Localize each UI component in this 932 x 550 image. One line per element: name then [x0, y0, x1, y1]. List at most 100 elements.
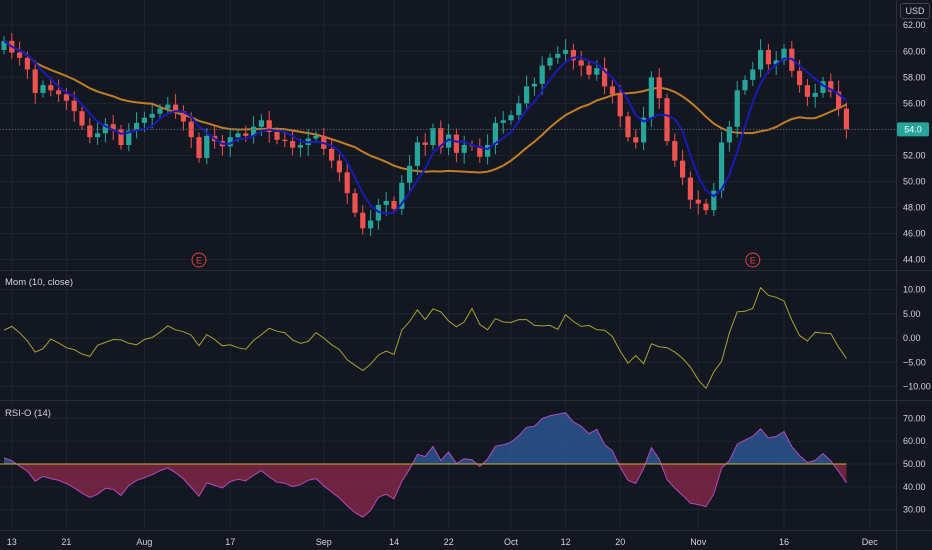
candle-body[interactable]: [149, 113, 155, 118]
candle-body[interactable]: [477, 146, 483, 157]
candle-body[interactable]: [71, 100, 77, 112]
candle-body[interactable]: [290, 141, 296, 148]
candle-body[interactable]: [524, 86, 530, 104]
candle-body[interactable]: [719, 142, 725, 191]
candle-body[interactable]: [641, 117, 647, 143]
candle-body[interactable]: [235, 133, 241, 138]
candle-body[interactable]: [407, 165, 413, 183]
candle-body[interactable]: [157, 108, 163, 114]
candle-body[interactable]: [485, 145, 491, 157]
candle-body[interactable]: [781, 48, 787, 61]
candle-body[interactable]: [40, 85, 46, 93]
candle-body[interactable]: [492, 122, 498, 146]
candle-body[interactable]: [17, 52, 23, 58]
candle-body[interactable]: [843, 108, 849, 130]
candle-body[interactable]: [734, 90, 740, 127]
candle-body[interactable]: [227, 137, 233, 147]
candle-body[interactable]: [516, 103, 522, 116]
candle-body[interactable]: [360, 212, 366, 229]
candle-body[interactable]: [274, 131, 280, 140]
candle-body[interactable]: [24, 57, 30, 70]
candle-body[interactable]: [804, 85, 810, 97]
candle-body[interactable]: [336, 160, 342, 173]
candle-body[interactable]: [570, 49, 576, 61]
candle-body[interactable]: [368, 220, 374, 229]
candle-body[interactable]: [765, 49, 771, 65]
candle-body[interactable]: [87, 125, 93, 138]
candle-body[interactable]: [446, 134, 452, 148]
candle-body[interactable]: [594, 68, 600, 75]
candle-body[interactable]: [258, 120, 264, 127]
candle-body[interactable]: [625, 116, 631, 138]
candle-body[interactable]: [461, 145, 467, 153]
candle-body[interactable]: [173, 104, 179, 112]
earnings-marker[interactable]: [745, 252, 761, 268]
candle-body[interactable]: [695, 199, 701, 204]
candle-body[interactable]: [383, 200, 389, 205]
candle-body[interactable]: [609, 86, 615, 95]
candle-body[interactable]: [32, 69, 38, 93]
candle-body[interactable]: [680, 160, 686, 178]
candle-body[interactable]: [63, 94, 69, 101]
rsi-pane[interactable]: [0, 412, 847, 518]
candle-body[interactable]: [141, 117, 147, 123]
candle-body[interactable]: [539, 65, 545, 84]
candle-body[interactable]: [438, 128, 444, 148]
candle-body[interactable]: [812, 92, 818, 97]
candle-body[interactable]: [656, 77, 662, 99]
candle-body[interactable]: [95, 133, 101, 138]
candle-body[interactable]: [165, 104, 171, 109]
candle-body[interactable]: [118, 129, 124, 146]
candle-body[interactable]: [617, 94, 623, 117]
candle-body[interactable]: [797, 70, 803, 86]
candle-body[interactable]: [399, 182, 405, 209]
candle-body[interactable]: [586, 65, 592, 75]
candle-body[interactable]: [758, 49, 764, 70]
candle-body[interactable]: [687, 177, 693, 200]
candle-body[interactable]: [453, 134, 459, 153]
candle-body[interactable]: [547, 57, 553, 66]
candle-body[interactable]: [251, 126, 257, 136]
candle-body[interactable]: [313, 135, 319, 139]
candle-body[interactable]: [836, 91, 842, 109]
candle-body[interactable]: [414, 142, 420, 166]
candle-body[interactable]: [344, 172, 350, 194]
candle-body[interactable]: [352, 193, 358, 213]
earnings-marker[interactable]: [191, 252, 207, 268]
candle-body[interactable]: [563, 49, 569, 54]
candle-body[interactable]: [204, 135, 210, 159]
candle-body[interactable]: [110, 124, 116, 130]
candle-body[interactable]: [102, 124, 108, 134]
candle-body[interactable]: [828, 81, 834, 92]
candle-body[interactable]: [711, 190, 717, 211]
candle-body[interactable]: [180, 111, 186, 122]
candle-body[interactable]: [56, 90, 62, 95]
candle-body[interactable]: [555, 53, 561, 58]
candle-body[interactable]: [578, 60, 584, 66]
candle-body[interactable]: [48, 85, 54, 91]
candle-body[interactable]: [282, 139, 288, 142]
candle-body[interactable]: [196, 137, 202, 159]
candle-body[interactable]: [126, 130, 132, 146]
candle-body[interactable]: [430, 128, 436, 146]
candle-body[interactable]: [391, 200, 397, 209]
candle-body[interactable]: [742, 79, 748, 91]
candle-body[interactable]: [243, 133, 249, 136]
candle-body[interactable]: [266, 120, 272, 132]
candle-body[interactable]: [188, 121, 194, 138]
candle-body[interactable]: [726, 126, 732, 143]
candle-body[interactable]: [672, 141, 678, 161]
momentum-pane[interactable]: [3, 286, 847, 390]
candle-body[interactable]: [602, 68, 608, 87]
candle-body[interactable]: [531, 83, 537, 87]
candle-body[interactable]: [422, 142, 428, 146]
candle-body[interactable]: [773, 60, 779, 65]
candle-body[interactable]: [664, 98, 670, 142]
candle-body[interactable]: [820, 81, 826, 93]
candle-body[interactable]: [1, 40, 7, 50]
candle-body[interactable]: [750, 69, 756, 80]
candle-body[interactable]: [329, 148, 335, 161]
candle-body[interactable]: [633, 137, 639, 143]
